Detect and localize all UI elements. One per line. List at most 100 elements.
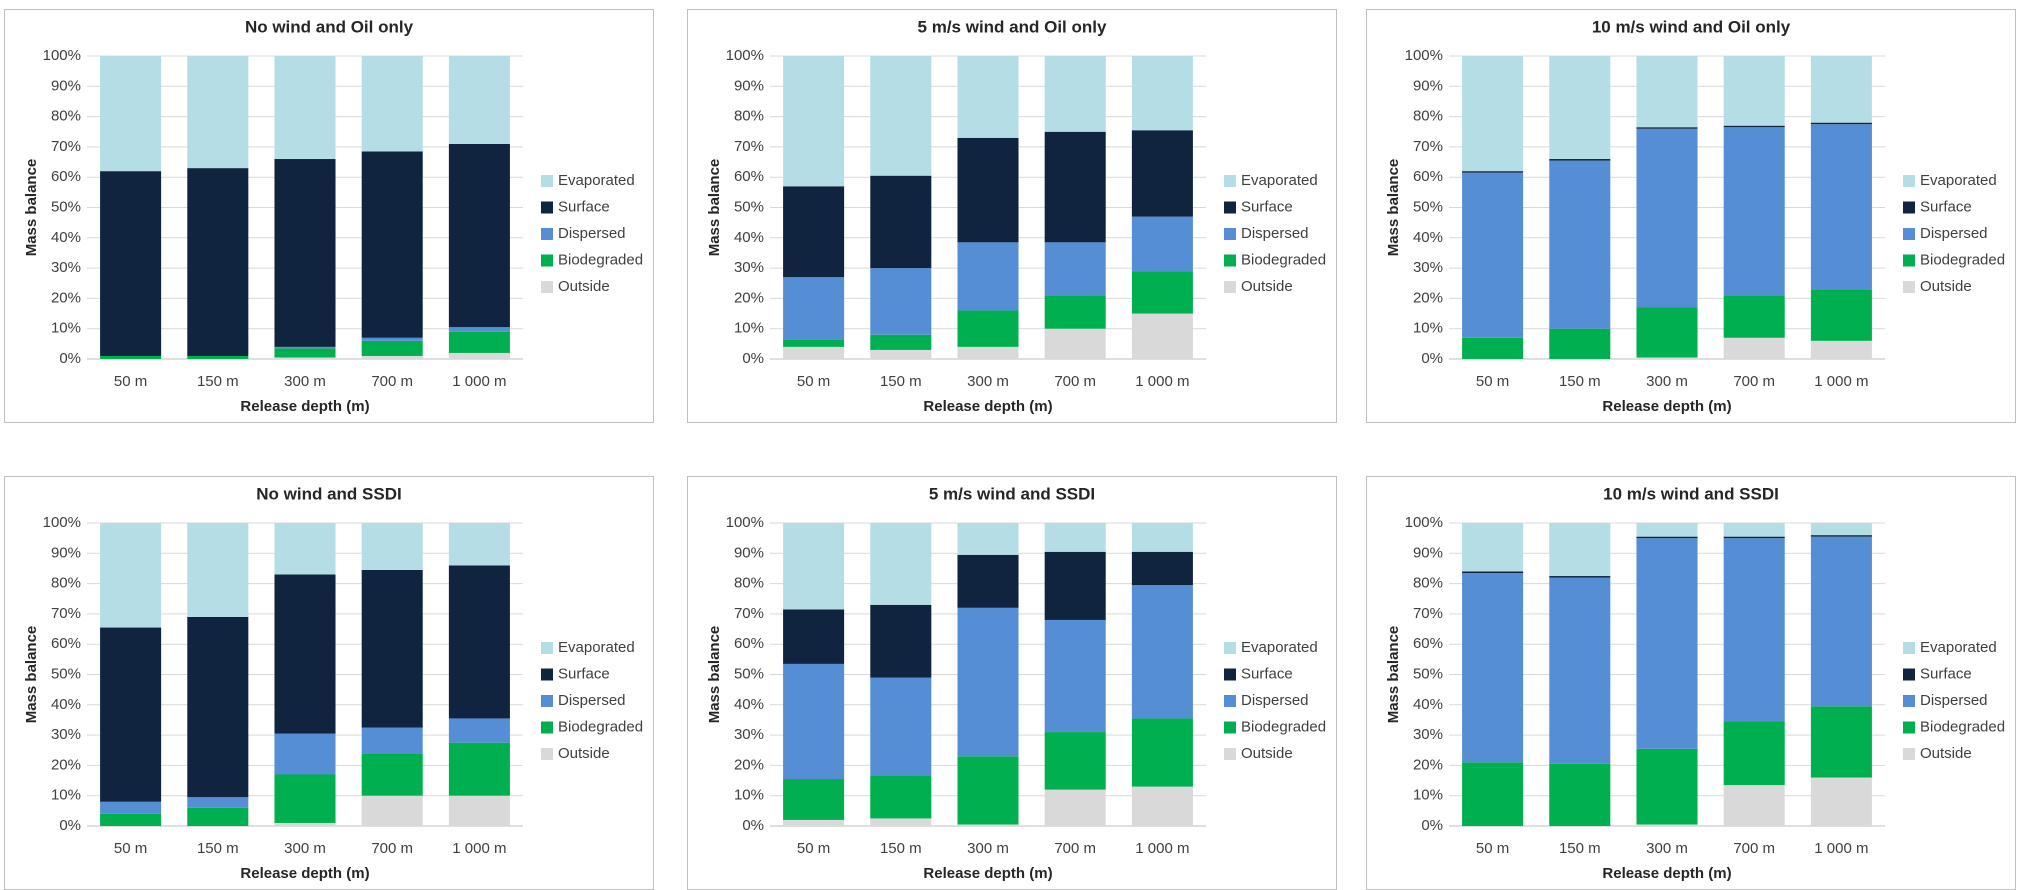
y-tick-label: 100% — [43, 514, 81, 531]
legend-label: Surface — [1241, 665, 1293, 682]
chart-panel: 5 m/s wind and SSDI 0% 10% 20% 30% 40% 50% 60% 7… — [687, 476, 1337, 890]
bar-segment — [100, 801, 162, 814]
x-tick-label: 700 m — [1733, 840, 1775, 857]
bar-segment — [100, 171, 162, 356]
y-tick-label: 70% — [51, 605, 81, 622]
legend-label: Biodegraded — [1920, 251, 2005, 268]
bar-segment — [1462, 171, 1524, 173]
bar-segment — [1131, 718, 1193, 787]
x-tick-label: 700 m — [1054, 373, 1096, 390]
bar-segment — [957, 554, 1019, 608]
bar-segment — [1636, 824, 1698, 826]
legend-label: Dispersed — [558, 692, 626, 709]
y-tick-label: 100% — [43, 47, 81, 64]
y-tick-label: 80% — [734, 575, 764, 592]
y-axis-title: Mass balance — [23, 626, 40, 724]
y-tick-label: 90% — [1413, 77, 1443, 94]
bar-segment — [783, 779, 845, 820]
legend-swatch — [1224, 642, 1236, 654]
bar-segment — [1723, 125, 1785, 128]
bar-segment — [187, 523, 249, 617]
bar-segment — [274, 159, 336, 347]
bar-segment — [957, 523, 1019, 555]
y-tick-label: 10% — [51, 320, 81, 337]
bar-segment — [1636, 357, 1698, 359]
y-tick-label: 20% — [51, 756, 81, 773]
legend-label: Outside — [1241, 745, 1293, 762]
y-tick-label: 30% — [1413, 726, 1443, 743]
chart-title: No wind and Oil only — [245, 17, 414, 36]
bar-segment — [1131, 56, 1193, 131]
legend-label: Evaporated — [1920, 172, 1997, 189]
legend-swatch — [1224, 201, 1236, 214]
y-tick-label: 40% — [734, 229, 764, 246]
legend-swatch — [541, 281, 553, 293]
y-tick-label: 20% — [51, 289, 81, 306]
y-tick-label: 60% — [51, 168, 81, 185]
y-tick-label: 100% — [1405, 47, 1443, 64]
x-tick-label: 300 m — [1646, 373, 1688, 390]
legend-label: Outside — [558, 745, 610, 762]
legend-label: Outside — [1920, 745, 1972, 762]
y-axis-title: Mass balance — [706, 159, 723, 257]
y-tick-label: 30% — [734, 726, 764, 743]
bar-segment — [187, 355, 249, 359]
y-tick-label: 50% — [1413, 665, 1443, 682]
legend-label: Outside — [558, 278, 610, 295]
y-tick-label: 0% — [1421, 817, 1443, 834]
bar-segment — [1044, 523, 1106, 552]
y-tick-label: 60% — [1413, 635, 1443, 652]
bar-segment — [1131, 313, 1193, 359]
chart: No wind and SSDI 0% 10% 20% 30% 40% 50% 60% 70% 8… — [23, 484, 643, 882]
y-tick-label: 100% — [1405, 514, 1443, 531]
bar-segment — [274, 822, 336, 826]
bar-segment — [100, 523, 162, 628]
bar-segment — [1044, 295, 1106, 329]
bar-segment — [1810, 289, 1872, 341]
y-axis-title: Mass balance — [23, 159, 40, 257]
chart-title: No wind and SSDI — [256, 484, 401, 503]
bar-segment — [870, 175, 932, 269]
legend-label: Outside — [1920, 278, 1972, 295]
bar-segment — [1810, 56, 1872, 123]
x-tick-label: 50 m — [114, 840, 147, 857]
bar-segment — [1810, 706, 1872, 778]
bar-segment — [1462, 337, 1524, 359]
bar-segment — [783, 186, 845, 278]
y-axis-title: Mass balance — [706, 626, 723, 724]
bar-segment — [100, 56, 162, 172]
bar-segment — [1723, 721, 1785, 786]
bar-segment — [1131, 523, 1193, 552]
chart: No wind and Oil only 0% 10% 20% 30% 40% 50% 60%… — [23, 17, 643, 414]
chart-title: 5 m/s wind and SSDI — [929, 484, 1095, 503]
x-tick-label: 150 m — [1559, 373, 1601, 390]
legend-label: Surface — [1920, 665, 1972, 682]
bar-segment — [1462, 172, 1524, 338]
x-tick-label: 300 m — [284, 373, 326, 390]
x-axis-title: Release depth (m) — [240, 865, 369, 882]
x-axis-title: Release depth (m) — [923, 398, 1052, 415]
bar-segment — [870, 268, 932, 335]
bar-segment — [1810, 536, 1872, 707]
bar-segment — [957, 756, 1019, 825]
legend-swatch — [1903, 748, 1915, 760]
bar-segment — [783, 56, 845, 187]
legend-swatch — [1903, 254, 1915, 267]
y-tick-label: 20% — [734, 756, 764, 773]
bar-segment — [1044, 789, 1106, 826]
bar-segment — [448, 742, 510, 796]
bar-segment — [783, 609, 845, 664]
x-tick-label: 1 000 m — [1135, 373, 1189, 390]
bar-segment — [1131, 216, 1193, 272]
y-tick-label: 0% — [742, 350, 764, 367]
bar-segment — [1723, 56, 1785, 126]
bar-segment — [1044, 328, 1106, 359]
bar-segment — [274, 574, 336, 734]
bar-segment — [1044, 551, 1106, 620]
bar-segment — [187, 797, 249, 808]
y-tick-label: 60% — [734, 168, 764, 185]
legend-swatch — [1903, 721, 1915, 734]
bar-segment — [1131, 585, 1193, 719]
bar-segment — [1462, 56, 1524, 172]
legend-label: Dispersed — [1241, 225, 1309, 242]
